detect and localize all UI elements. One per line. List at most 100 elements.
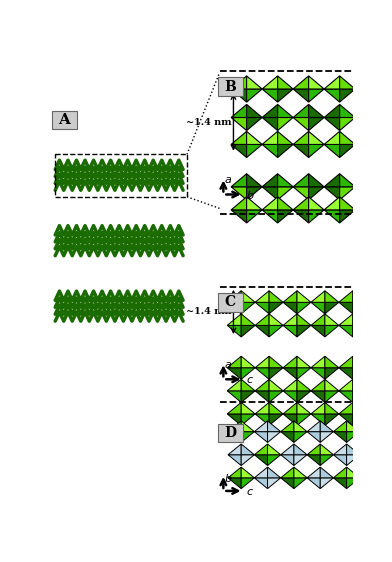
Polygon shape [325, 291, 339, 302]
Polygon shape [255, 402, 269, 414]
Polygon shape [255, 356, 269, 368]
Polygon shape [241, 379, 255, 391]
Polygon shape [355, 76, 370, 89]
Polygon shape [307, 421, 320, 432]
Polygon shape [386, 174, 392, 187]
Text: $b$: $b$ [246, 189, 254, 201]
Polygon shape [370, 76, 386, 89]
Polygon shape [339, 187, 355, 200]
Polygon shape [320, 478, 334, 488]
Polygon shape [370, 89, 386, 102]
Polygon shape [339, 132, 355, 144]
Polygon shape [370, 174, 386, 187]
Polygon shape [254, 444, 268, 455]
Polygon shape [311, 314, 325, 325]
Polygon shape [353, 291, 367, 302]
Polygon shape [339, 391, 353, 402]
Polygon shape [370, 117, 386, 130]
Polygon shape [262, 144, 278, 157]
Polygon shape [320, 455, 334, 465]
Polygon shape [297, 391, 311, 402]
Polygon shape [297, 379, 311, 391]
Polygon shape [386, 478, 392, 488]
Polygon shape [231, 89, 247, 102]
Polygon shape [278, 174, 293, 187]
Polygon shape [231, 105, 247, 117]
Polygon shape [347, 444, 360, 455]
Polygon shape [247, 89, 262, 102]
Polygon shape [281, 432, 294, 442]
Polygon shape [339, 210, 355, 223]
Polygon shape [262, 76, 278, 89]
Polygon shape [355, 144, 370, 157]
Polygon shape [278, 197, 293, 210]
Polygon shape [254, 478, 268, 488]
Polygon shape [228, 421, 241, 432]
Polygon shape [293, 132, 309, 144]
Polygon shape [283, 314, 297, 325]
Polygon shape [309, 105, 324, 117]
Polygon shape [297, 356, 311, 368]
Polygon shape [231, 117, 247, 130]
Polygon shape [347, 421, 360, 432]
Polygon shape [367, 325, 381, 337]
Polygon shape [255, 291, 269, 302]
Polygon shape [367, 391, 381, 402]
Polygon shape [311, 356, 325, 368]
Polygon shape [325, 391, 339, 402]
Text: $b$: $b$ [224, 472, 233, 484]
Polygon shape [381, 302, 392, 314]
Polygon shape [281, 478, 294, 488]
Polygon shape [268, 455, 281, 465]
Polygon shape [269, 379, 283, 391]
Polygon shape [268, 421, 281, 432]
Polygon shape [324, 187, 339, 200]
Polygon shape [353, 325, 367, 337]
Polygon shape [262, 174, 278, 187]
Polygon shape [281, 467, 294, 478]
Polygon shape [241, 444, 254, 455]
Polygon shape [269, 314, 283, 325]
Polygon shape [255, 368, 269, 379]
Polygon shape [367, 414, 381, 425]
Polygon shape [381, 379, 392, 391]
Polygon shape [325, 302, 339, 314]
Polygon shape [339, 325, 353, 337]
Polygon shape [386, 455, 392, 465]
Polygon shape [262, 210, 278, 223]
Polygon shape [311, 414, 325, 425]
Polygon shape [334, 421, 347, 432]
Polygon shape [324, 197, 339, 210]
Polygon shape [339, 144, 355, 157]
Polygon shape [227, 291, 241, 302]
Polygon shape [278, 117, 293, 130]
Text: D: D [224, 426, 236, 440]
Polygon shape [339, 291, 353, 302]
Polygon shape [370, 105, 386, 117]
Polygon shape [293, 210, 309, 223]
Polygon shape [294, 478, 307, 488]
Polygon shape [255, 391, 269, 402]
Polygon shape [293, 144, 309, 157]
Polygon shape [381, 402, 392, 414]
Polygon shape [386, 467, 392, 478]
Polygon shape [360, 455, 373, 465]
Polygon shape [269, 368, 283, 379]
Polygon shape [320, 467, 334, 478]
Text: ~1.4 nm: ~1.4 nm [185, 117, 231, 126]
Polygon shape [254, 421, 268, 432]
Polygon shape [241, 455, 254, 465]
Polygon shape [309, 210, 324, 223]
Polygon shape [307, 455, 320, 465]
Polygon shape [269, 325, 283, 337]
Polygon shape [293, 105, 309, 117]
Polygon shape [241, 302, 255, 314]
Polygon shape [247, 197, 262, 210]
Polygon shape [297, 291, 311, 302]
Text: A: A [58, 113, 71, 127]
Polygon shape [241, 314, 255, 325]
Polygon shape [283, 379, 297, 391]
Polygon shape [247, 210, 262, 223]
Polygon shape [324, 89, 339, 102]
Polygon shape [370, 187, 386, 200]
